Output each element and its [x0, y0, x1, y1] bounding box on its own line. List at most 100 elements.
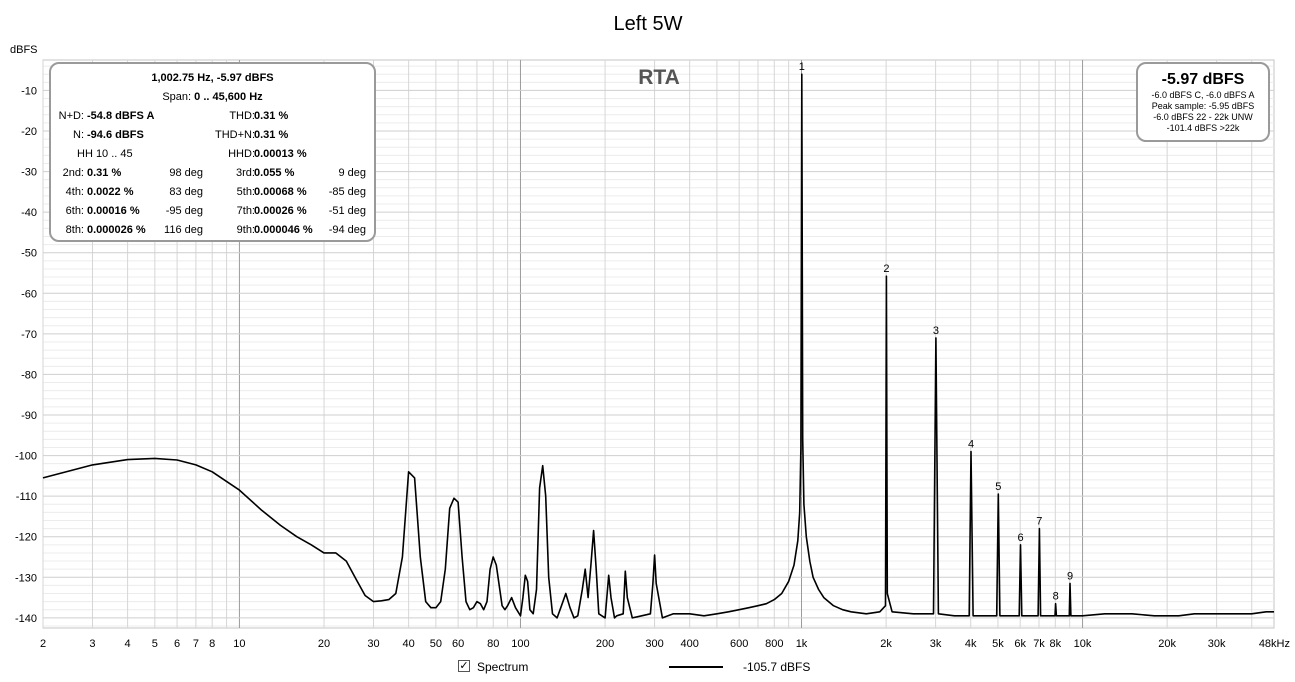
thdn-label: THD+N:: [214, 129, 255, 141]
hhd-row: HH 10 .. 45 HHD: 0.00013 %: [51, 145, 374, 164]
chart-title: Left 5W: [614, 13, 683, 35]
x-tick-label: 30k: [1208, 638, 1226, 650]
noise-value: -94.6 dBFS: [87, 129, 144, 141]
x-tick-label: 1k: [796, 638, 808, 650]
level-panel: -5.97 dBFS -6.0 dBFS C, -6.0 dBFS A Peak…: [1136, 62, 1270, 142]
x-tick-label: 600: [730, 638, 748, 650]
harmonic-markers: 1 2 3 4 5 6 7 89: [799, 61, 1073, 602]
harmonic-value: 0.00068 %: [254, 186, 307, 198]
x-tick-label: 8: [209, 638, 215, 650]
x-tick-label: 60: [452, 638, 464, 650]
x-tick-label: 80: [487, 638, 499, 650]
span-readout: Span: 0 .. 45,600 Hz: [51, 88, 374, 107]
x-tick-label: 40: [403, 638, 415, 650]
spectrum-line: [42, 73, 1274, 619]
x-tick-label: 10k: [1074, 638, 1092, 650]
level-above-22k: -101.4 dBFS >22k: [1166, 123, 1240, 133]
harmonic-row: 6th: 0.00016 % -95 deg 7th: 0.00026 % -5…: [51, 202, 374, 221]
harmonic-row: 4th: 0.0022 % 83 deg 5th: 0.00068 % -85 …: [51, 183, 374, 202]
spectrum-checkbox[interactable]: ✓: [458, 660, 470, 672]
x-tick-label: 48kHz: [1259, 638, 1290, 650]
y-tick-label: -140: [15, 613, 37, 625]
span-value: 0 .. 45,600 Hz: [194, 91, 263, 103]
harmonic-label: 2: [883, 263, 889, 275]
hhd-label: HHD:: [228, 148, 255, 160]
harmonic-value: 0.0022 %: [87, 186, 134, 198]
x-tick-label: 8k: [1049, 638, 1061, 650]
harmonic-label: 3: [933, 325, 939, 337]
peak-readout: 1,002.75 Hz, -5.97 dBFS: [151, 72, 274, 84]
level-main: -5.97 dBFS: [1161, 71, 1245, 88]
noise-label: N:: [73, 129, 84, 141]
y-tick-label: -90: [21, 410, 37, 422]
x-tick-label: 5k: [992, 638, 1004, 650]
y-tick-label: -30: [21, 167, 37, 179]
level-peak-sample: Peak sample: -5.95 dBFS: [1151, 101, 1255, 111]
harmonic-label: 3rd:: [236, 167, 255, 179]
harmonic-label: 5: [995, 481, 1001, 493]
span-label: Span:: [162, 91, 192, 103]
thd-value: 0.31 %: [254, 110, 289, 122]
harmonic-row: 8th: 0.000026 % 116 deg 9th: 0.000046 % …: [51, 221, 374, 240]
y-tick-label: -100: [15, 451, 37, 463]
harmonic-label: 9th:: [236, 224, 255, 236]
legend-value: -105.7 dBFS: [743, 660, 811, 674]
harmonic-value: 0.000046 %: [254, 224, 313, 236]
measurement-panel: 1,002.75 Hz, -5.97 dBFS Span: 0 .. 45,60…: [49, 62, 376, 242]
nd-value: -54.8 dBFS A: [87, 110, 155, 122]
harmonic-label: 6: [1017, 532, 1023, 544]
legend: ✓ Spectrum -105.7 dBFS: [0, 656, 1295, 678]
harmonic-label: 2nd:: [62, 167, 84, 179]
hh-range: HH 10 .. 45: [77, 148, 133, 160]
hhd-value: 0.00013 %: [254, 148, 307, 160]
harmonic-phase: -85 deg: [328, 186, 366, 198]
y-axis-unit: dBFS: [10, 44, 38, 56]
thdn-value: 0.31 %: [254, 129, 289, 141]
y-tick-label: -60: [21, 288, 37, 300]
x-tick-label: 2k: [880, 638, 892, 650]
x-tick-label: 400: [680, 638, 698, 650]
harmonic-value: 0.31 %: [87, 167, 122, 179]
harmonic-phase: 83 deg: [169, 186, 203, 198]
harmonic-value: 0.000026 %: [87, 224, 146, 236]
y-tick-label: -20: [21, 126, 37, 138]
harmonic-phase: 98 deg: [169, 167, 203, 179]
y-tick-label: -40: [21, 207, 37, 219]
x-tick-label: 7: [193, 638, 199, 650]
x-tick-label: 4: [125, 638, 131, 650]
x-tick-label: 100: [511, 638, 529, 650]
span-row: Span: 0 .. 45,600 Hz: [51, 88, 374, 107]
x-tick-label: 200: [596, 638, 614, 650]
y-tick-label: -80: [21, 369, 37, 381]
harmonic-label: 7: [1036, 516, 1042, 528]
harmonic-label: 8th:: [65, 224, 84, 236]
peak-row: 1,002.75 Hz, -5.97 dBFS: [51, 69, 374, 88]
y-tick-labels: -10 -20 -30 -40 -50 -60 -70 -80 -90 -100 -110 -120 -…: [15, 85, 37, 624]
harmonic-phase: -51 deg: [328, 205, 366, 217]
x-tick-label: 6k: [1014, 638, 1026, 650]
x-tick-label: 20: [318, 638, 330, 650]
thd-label: THD:: [229, 110, 255, 122]
nd-label: N+D:: [58, 110, 84, 122]
harmonic-label: 9: [1067, 570, 1073, 582]
harmonic-label: 4: [968, 439, 974, 451]
level-weighted: -6.0 dBFS C, -6.0 dBFS A: [1151, 90, 1255, 100]
x-tick-label: 20k: [1158, 638, 1176, 650]
harmonic-value: 0.00026 %: [254, 205, 307, 217]
harmonic-row: 2nd: 0.31 % 98 deg 3rd: 0.055 % 9 deg: [51, 164, 374, 183]
harmonic-label: 4th:: [65, 186, 84, 198]
x-tick-label: 800: [765, 638, 783, 650]
y-tick-label: -70: [21, 329, 37, 341]
series-layer: [42, 73, 1274, 619]
x-tick-label: 2: [40, 638, 46, 650]
noise-row: N: -94.6 dBFS THD+N: 0.31 %: [51, 126, 374, 145]
harmonic-phase: 9 deg: [338, 167, 366, 179]
x-tick-label: 30: [367, 638, 379, 650]
harmonic-value: 0.00016 %: [87, 205, 140, 217]
harmonic-label: 1: [799, 61, 805, 73]
x-tick-label: 50: [430, 638, 442, 650]
harmonic-phase: -95 deg: [165, 205, 203, 217]
y-tick-label: -120: [15, 532, 37, 544]
x-tick-label: 10: [233, 638, 245, 650]
